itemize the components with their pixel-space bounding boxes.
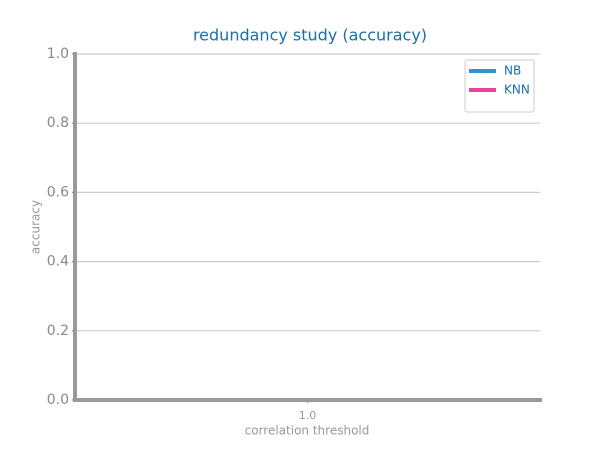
y-tick-label: 0.8 [47,115,69,131]
chart-title: redundancy study (accuracy) [193,26,427,45]
legend-label: NB [504,64,521,78]
y-tick-label: 1.0 [47,46,69,62]
y-tick-label: 0.0 [47,392,69,408]
y-axis-label: accuracy [29,200,43,254]
legend-label: KNN [504,83,530,97]
y-tick-label: 0.6 [47,184,69,200]
y-tick-label: 0.2 [47,323,69,339]
y-tick-label: 0.4 [47,254,69,270]
x-axis-label: correlation threshold [245,424,370,438]
x-tick-label: 1.0 [299,409,317,422]
